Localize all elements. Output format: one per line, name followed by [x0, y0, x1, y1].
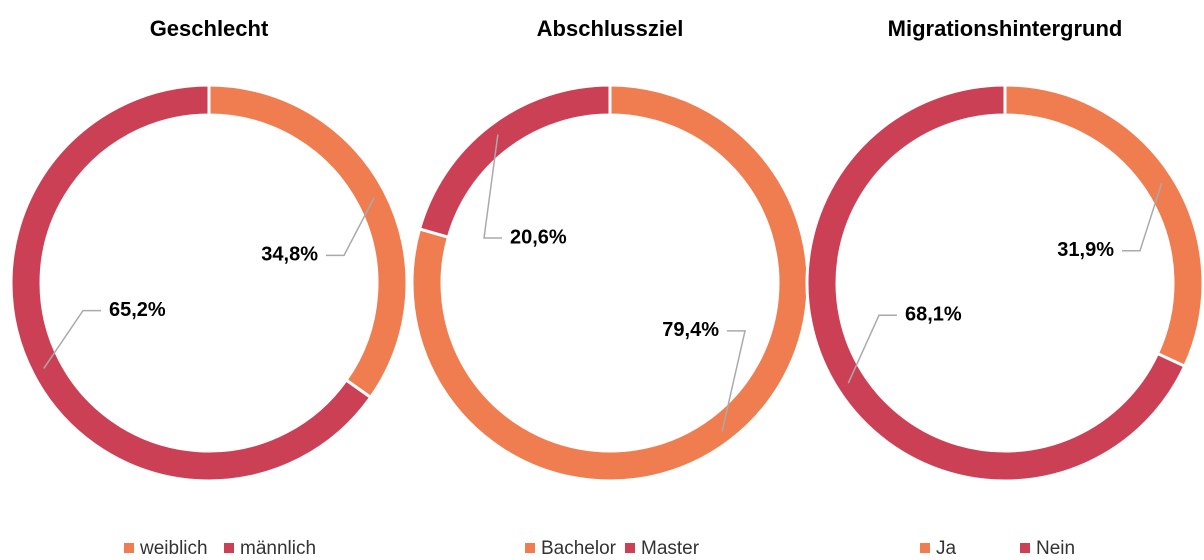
leader-line	[721, 330, 746, 432]
leader-line	[847, 314, 897, 384]
legend-swatch	[224, 543, 234, 553]
donut-slice	[805, 83, 1187, 483]
value-label: 34,8%	[261, 244, 318, 266]
legend-swatch	[124, 543, 134, 553]
legend-swatch	[625, 543, 635, 553]
legend-label: weiblich	[139, 538, 208, 559]
legend-label: Nein	[1036, 538, 1075, 559]
legend-swatch	[525, 543, 535, 553]
chart-title: Geschlecht	[150, 16, 269, 41]
value-label: 31,9%	[1057, 239, 1114, 261]
donut-slice	[1003, 83, 1204, 369]
legend-label: Master	[641, 538, 700, 559]
chart-title: Migrationshintergrund	[888, 16, 1123, 41]
value-label: 20,6%	[510, 226, 567, 248]
value-label: 68,1%	[905, 304, 962, 326]
legend-label: Ja	[936, 538, 957, 559]
donut-slice	[9, 83, 373, 483]
donut-slice	[417, 83, 612, 239]
leader-line	[43, 309, 101, 369]
legend-swatch	[920, 543, 930, 553]
leader-line	[483, 134, 502, 239]
donut-slice	[207, 83, 409, 400]
legend-label: Bachelor	[541, 538, 617, 559]
chart-title: Abschlussziel	[537, 16, 684, 41]
value-label: 79,4%	[662, 319, 719, 341]
legend-swatch	[1020, 543, 1030, 553]
legend-label: männlich	[240, 538, 316, 559]
leader-line	[326, 197, 375, 257]
leader-line	[1122, 182, 1163, 252]
value-label: 65,2%	[109, 299, 166, 321]
